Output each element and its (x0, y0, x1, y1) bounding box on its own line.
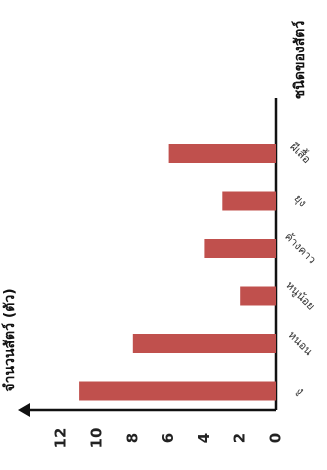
bar-5 (222, 191, 276, 211)
ticks-group: 0 2 4 6 8 10 12 (52, 428, 285, 449)
category-label-2: หนอน (286, 328, 316, 358)
tick-label-2: 2 (231, 433, 249, 443)
tick-label-6: 6 (159, 433, 177, 443)
tick-label-0: 0 (267, 433, 285, 443)
value-axis-title: จำนวนสัตว์ (ตัว) (1, 288, 18, 391)
tick-label-4: 4 (195, 433, 213, 443)
bar-3 (240, 286, 276, 306)
bars-group (79, 144, 276, 401)
bar-2 (132, 334, 276, 353)
bar-4 (204, 239, 276, 258)
category-label-6: ผีเสื้อ (287, 138, 315, 166)
tick-label-8: 8 (123, 433, 141, 443)
category-labels-group: งู หนอน หนูน้อย ค้างคาว ยุง ผีเสื้อ (282, 138, 319, 397)
bar-1 (79, 381, 276, 401)
value-axis-arrow (18, 403, 30, 417)
category-label-1: งู (294, 384, 307, 397)
tick-label-10: 10 (88, 428, 106, 449)
category-label-3: หนูน้อย (283, 279, 317, 313)
category-label-5: ยุง (292, 192, 310, 210)
category-label-4: ค้างคาว (282, 230, 319, 267)
bar-6 (168, 144, 276, 163)
category-axis-title: ชนิดของสัตว์ (291, 21, 308, 100)
tick-label-12: 12 (52, 428, 70, 449)
